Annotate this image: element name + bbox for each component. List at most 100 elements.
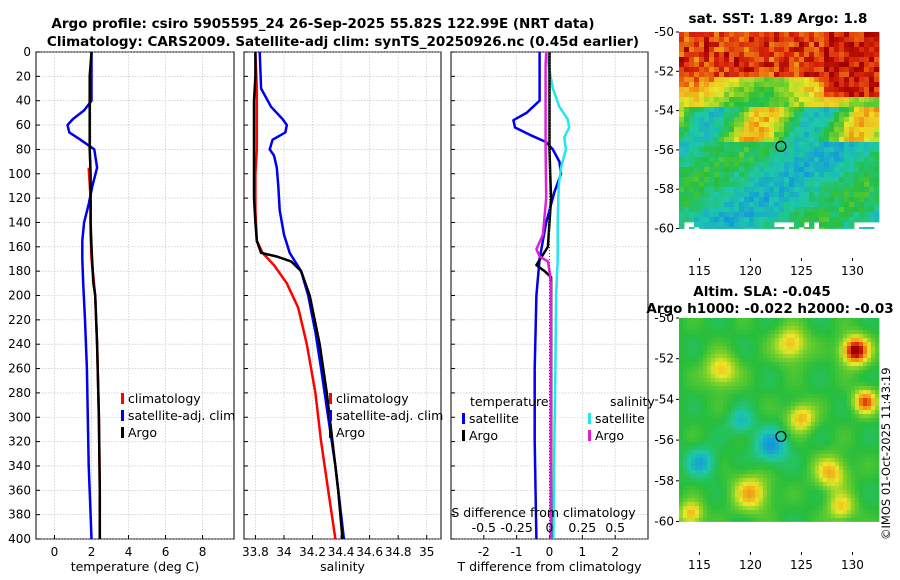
sla-map-cell <box>695 318 700 323</box>
sla-map-cell <box>843 442 848 447</box>
sla-map-cell <box>703 358 708 363</box>
sla-map-cell <box>763 502 768 507</box>
sla-map-cell <box>787 394 792 399</box>
sla-map-cell <box>875 394 880 399</box>
sst-map-cell <box>699 177 705 183</box>
sla-map-cell <box>735 386 740 391</box>
sla-map-cell <box>759 518 764 522</box>
difference-xtick-label: 1 <box>579 545 587 559</box>
sla-map-cell <box>843 434 848 439</box>
sla-map-cell <box>871 362 876 367</box>
salinity-xtick-label: 33.8 <box>242 545 269 559</box>
sla-lat-tick-label: -58 <box>654 474 674 488</box>
sst-map-cell <box>759 77 765 83</box>
depth-tick-label: 300 <box>8 410 31 424</box>
sst-map-cell <box>729 157 735 163</box>
sla-map-cell <box>695 350 700 355</box>
sla-map-cell <box>811 338 816 343</box>
sst-map-cell <box>839 82 845 88</box>
sst-map-cell <box>809 62 815 68</box>
sla-map-cell <box>843 474 848 479</box>
sla-map-cell <box>711 434 716 439</box>
sst-map-cell <box>834 207 840 213</box>
sla-map-cell <box>863 434 868 439</box>
sla-map-cell <box>831 474 836 479</box>
sla-map-cell <box>783 378 788 383</box>
sla-map-cell <box>727 346 732 351</box>
sla-map-cell <box>723 402 728 407</box>
sla-map-cell <box>731 454 736 459</box>
sla-map-cell <box>871 406 876 411</box>
sst-map-cell <box>849 197 855 203</box>
sla-map-cell <box>771 422 776 427</box>
sst-map-cell <box>869 87 875 93</box>
sla-map-cell <box>687 442 692 447</box>
sst-map-cell <box>874 82 880 88</box>
sla-map-cell <box>735 510 740 515</box>
sla-map-cell <box>727 494 732 499</box>
sst-map-cell <box>759 222 765 228</box>
sla-map-cell <box>819 470 824 475</box>
sla-map-cell <box>767 470 772 475</box>
sla-map-cell <box>851 366 856 371</box>
sst-map-cell <box>719 92 725 98</box>
sst-map-cell <box>734 177 740 183</box>
sst-map-cell <box>824 82 830 88</box>
sla-map-cell <box>719 334 724 339</box>
sla-map-cell <box>871 426 876 431</box>
sst-map-cell <box>774 122 780 128</box>
sst-map-cell <box>734 92 740 98</box>
sla-map-cell <box>799 518 804 522</box>
sla-map-cell <box>743 470 748 475</box>
sla-map-cell <box>875 326 880 331</box>
sst-map-cell <box>704 197 710 203</box>
sst-map-cell <box>874 152 880 158</box>
sst-map-cell <box>784 187 790 193</box>
sla-map-cell <box>867 470 872 475</box>
sla-map-cell <box>707 518 712 522</box>
sla-map-cell <box>687 518 692 522</box>
sla-map-cell <box>847 410 852 415</box>
sst-map-cell <box>719 127 725 133</box>
sst-map-cell <box>864 217 870 223</box>
sla-map-cell <box>707 334 712 339</box>
sla-map-cell <box>827 446 832 451</box>
sla-map-cell <box>843 406 848 411</box>
sst-map-cell <box>724 142 730 148</box>
sst-map-cell <box>869 187 875 193</box>
sla-map-cell <box>687 458 692 463</box>
sst-map-cell <box>774 117 780 123</box>
sst-map-cell <box>689 87 695 93</box>
sla-map-cell <box>807 346 812 351</box>
sst-map-cell <box>819 37 825 43</box>
sst-map-cell <box>799 47 805 53</box>
sst-map-cell <box>699 122 705 128</box>
sst-map-cell <box>734 67 740 73</box>
sst-map-cell <box>799 52 805 58</box>
sla-map-cell <box>843 362 848 367</box>
sla-map-cell <box>783 362 788 367</box>
sla-map-cell <box>855 478 860 483</box>
sla-map-cell <box>835 446 840 451</box>
sla-map-cell <box>819 422 824 427</box>
sla-map-cell <box>847 338 852 343</box>
sla-map-cell <box>723 490 728 495</box>
sst-map-cell <box>769 72 775 78</box>
sla-map-cell <box>767 450 772 455</box>
sst-map-cell <box>759 102 765 108</box>
sst-map-cell <box>819 82 825 88</box>
difference-salinity-legend-swatch <box>588 430 591 441</box>
sst-map-cell <box>779 187 785 193</box>
sla-map-cell <box>795 378 800 383</box>
sst-map-cell <box>869 122 875 128</box>
sst-map-cell <box>824 202 830 208</box>
sla-map-cell <box>799 410 804 415</box>
sst-map-cell <box>749 202 755 208</box>
sla-map-cell <box>727 482 732 487</box>
sla-map-cell <box>823 450 828 455</box>
sst-map-cell <box>814 187 820 193</box>
sst-map-cell <box>759 37 765 43</box>
sla-map-cell <box>755 426 760 431</box>
sst-map-cell <box>689 52 695 58</box>
sst-map-cell <box>784 102 790 108</box>
